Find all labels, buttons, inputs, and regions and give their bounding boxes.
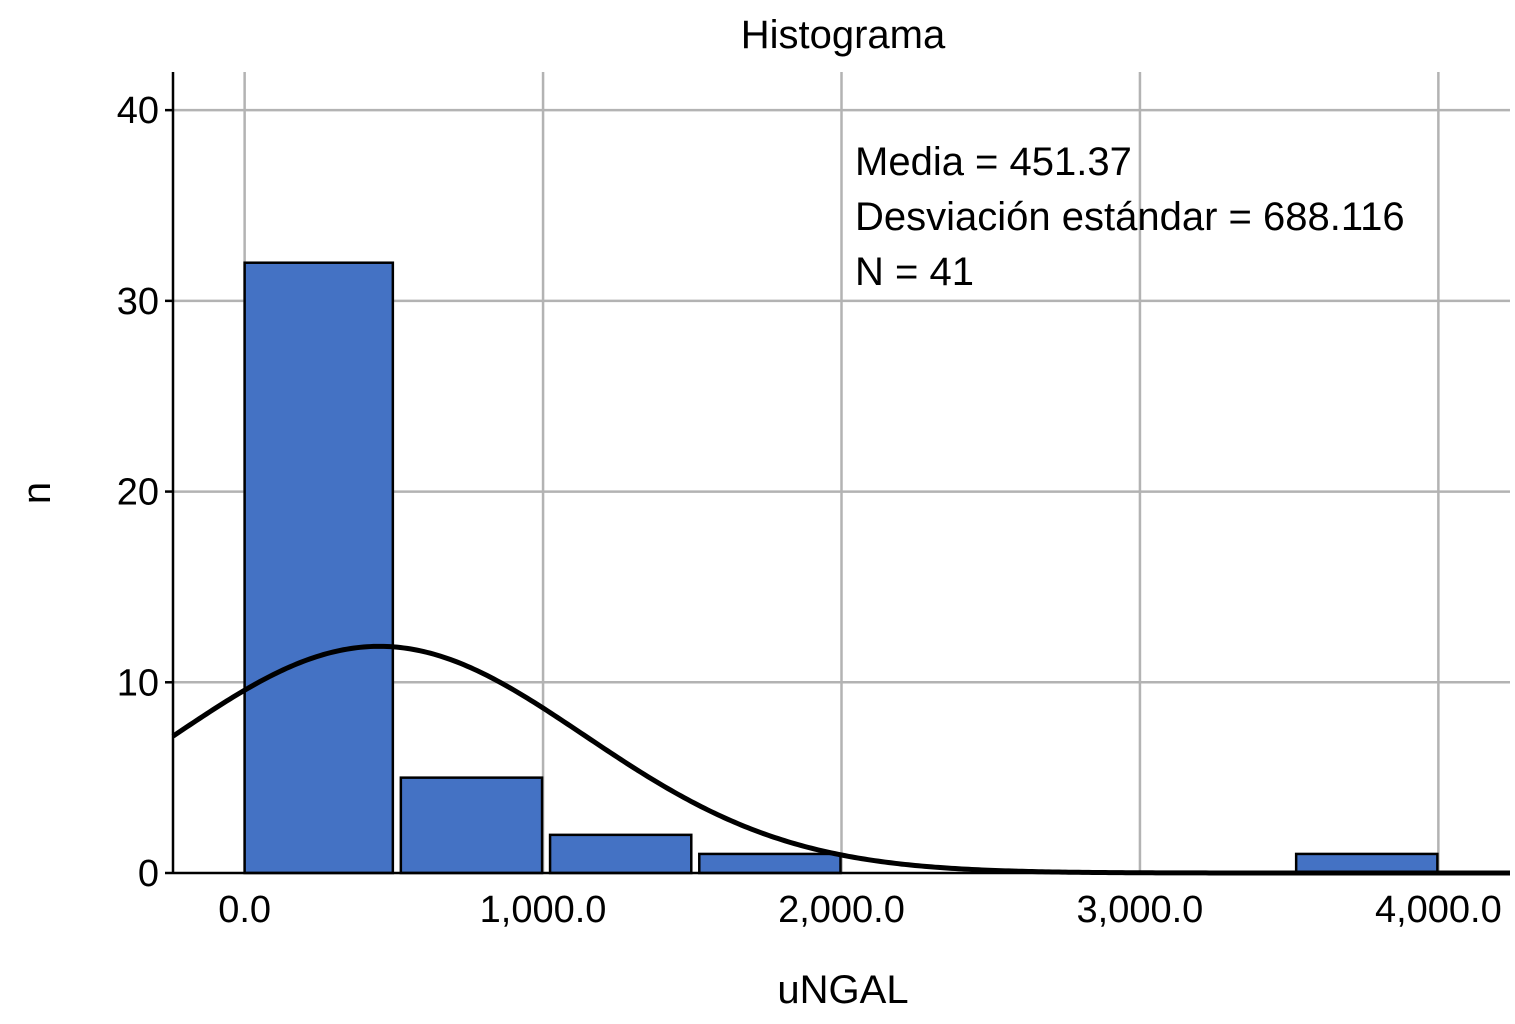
y-axis-label: n bbox=[15, 482, 59, 504]
x-axis-label: uNGAL bbox=[777, 968, 908, 1012]
y-tick-label-2: 20 bbox=[117, 472, 159, 514]
x-tick-label-4: 4,000.0 bbox=[1375, 889, 1502, 931]
x-tick-label-1: 1,000.0 bbox=[480, 889, 607, 931]
stats-mean: Media = 451.37 bbox=[855, 140, 1132, 184]
stats-n: N = 41 bbox=[855, 250, 974, 294]
y-tick-label-3: 30 bbox=[117, 281, 159, 323]
y-tick-label-4: 40 bbox=[117, 90, 159, 132]
y-tick-labels: 0 10 20 30 40 bbox=[117, 90, 173, 895]
stats-box: Media = 451.37 Desviación estándar = 688… bbox=[855, 140, 1405, 294]
histogram-bar-3 bbox=[698, 852, 842, 875]
x-tick-label-0: 0.0 bbox=[218, 889, 271, 931]
histogram-bar-4 bbox=[1294, 852, 1439, 875]
axes bbox=[171, 72, 1510, 875]
chart-title: Histograma bbox=[741, 13, 946, 57]
y-tick-label-1: 10 bbox=[117, 662, 159, 704]
histogram-bar-2 bbox=[548, 833, 693, 875]
x-tick-labels: 0.0 1,000.0 2,000.0 3,000.0 4,000.0 bbox=[218, 889, 1502, 931]
x-tick-label-2: 2,000.0 bbox=[778, 889, 905, 931]
histogram-bar-1 bbox=[399, 776, 544, 875]
histogram-bars bbox=[243, 261, 1439, 875]
y-tick-label-0: 0 bbox=[138, 853, 159, 895]
stats-sd: Desviación estándar = 688.116 bbox=[855, 195, 1405, 239]
x-tick-label-3: 3,000.0 bbox=[1077, 889, 1204, 931]
histogram-bar-0 bbox=[243, 261, 395, 875]
